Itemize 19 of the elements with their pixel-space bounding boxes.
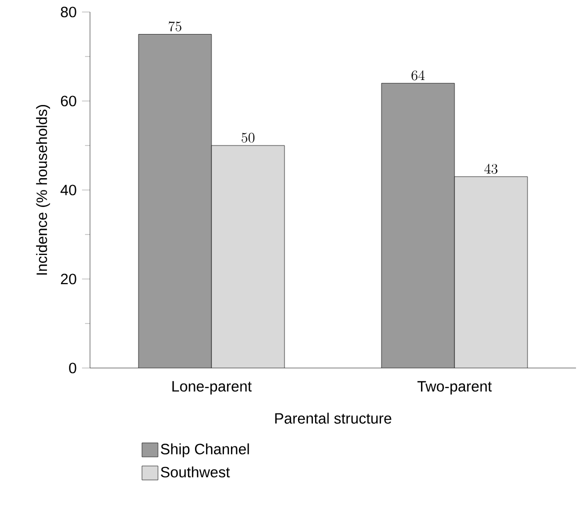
y-tick-label: 20	[60, 274, 76, 284]
y-tick-label: 0	[69, 362, 76, 374]
x-tick-label: Lone-parent	[172, 381, 252, 395]
legend-label: Southwest	[160, 466, 230, 478]
x-axis-title: Parental structure	[275, 412, 392, 424]
data-label: 43	[484, 164, 498, 174]
y-tick-label: 80	[60, 6, 76, 18]
bar	[381, 83, 455, 368]
data-label: 64	[412, 70, 425, 80]
bar	[454, 176, 528, 368]
y-tick-label: 40	[60, 184, 76, 196]
bar	[212, 146, 285, 368]
y-tick-label: 60	[60, 96, 76, 106]
legend-label: Ship Channel	[160, 443, 249, 458]
data-label: 50	[242, 132, 254, 143]
bar	[138, 34, 212, 368]
data-label: 75	[168, 21, 182, 32]
y-axis-title: Incidence (% households)	[36, 104, 50, 275]
x-tick-label: Two-parent	[417, 381, 492, 395]
